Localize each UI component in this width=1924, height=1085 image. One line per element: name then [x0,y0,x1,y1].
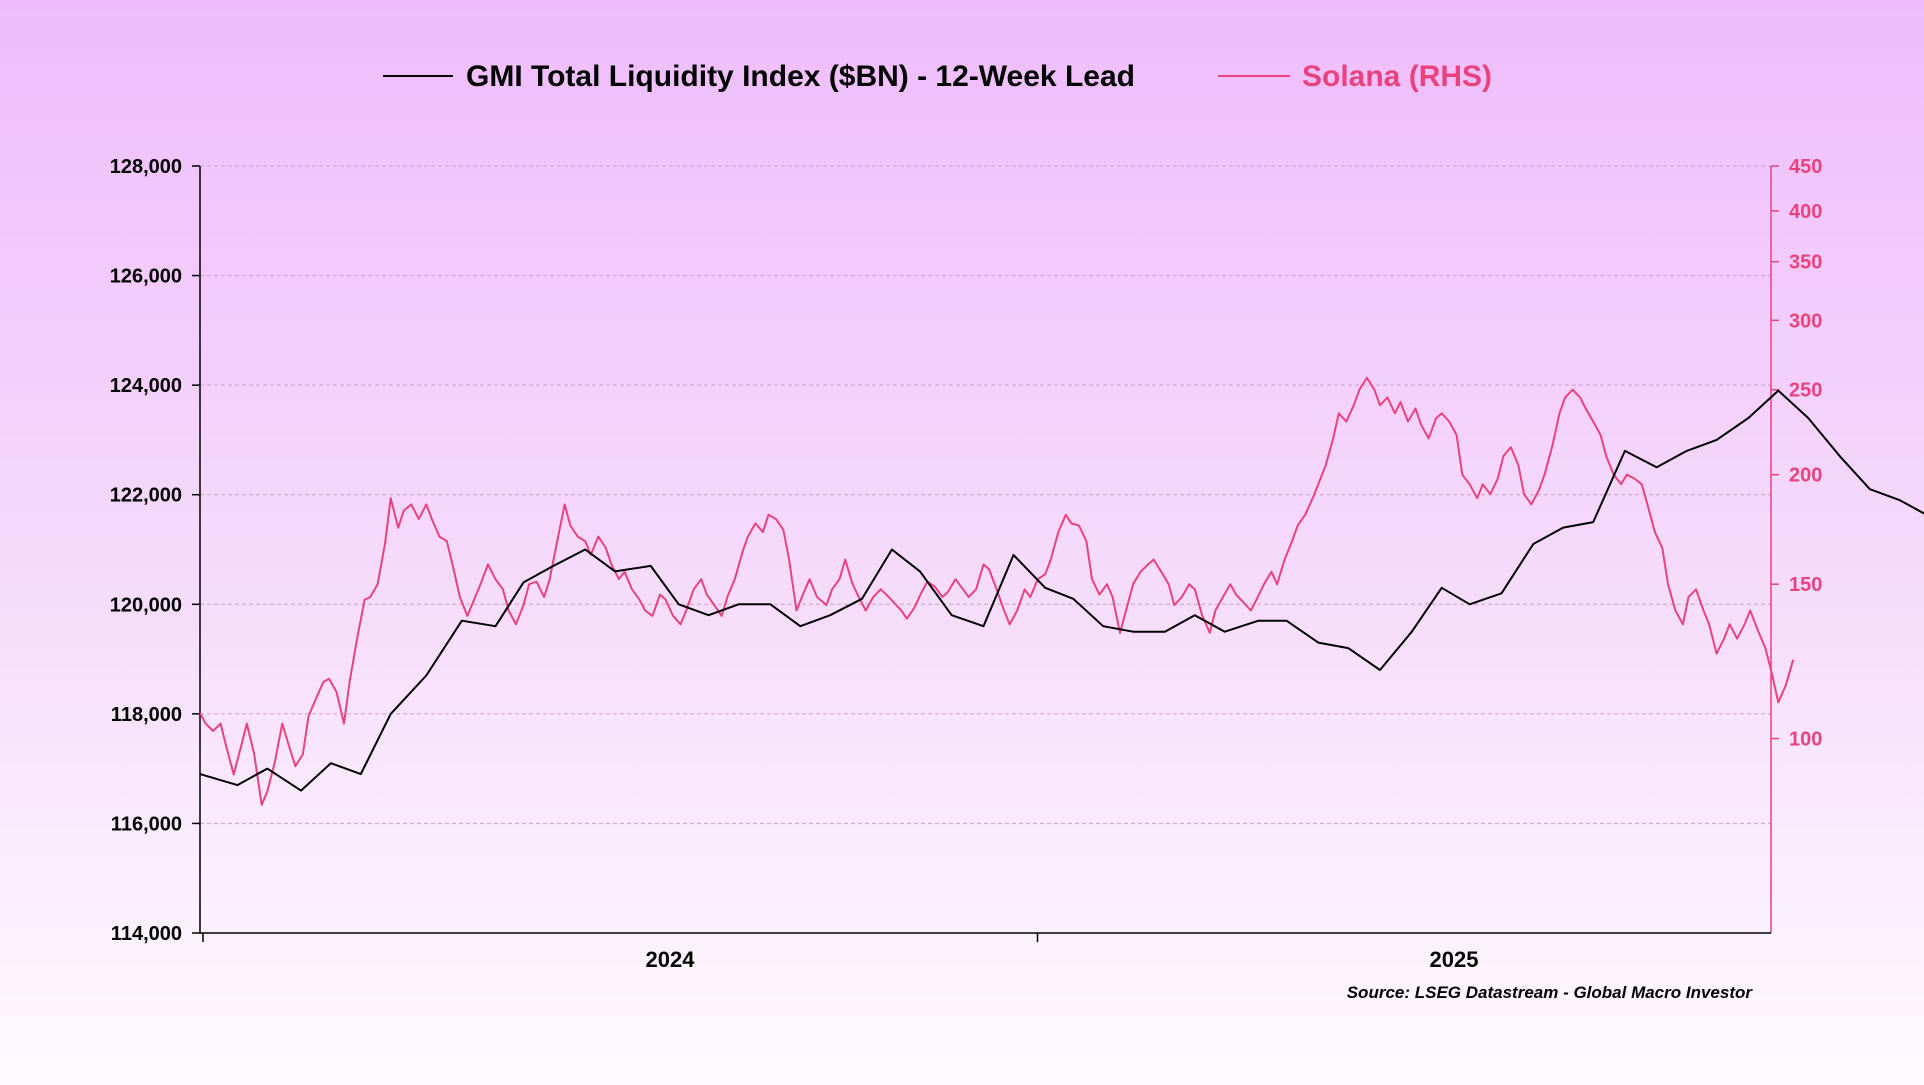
legend-label-solana: Solana (RHS) [1302,60,1492,93]
right-tick-label: 150 [1789,574,1822,596]
x-axis-ticks: 2024 2025 [202,933,1479,972]
left-tick-label: 128,000 [110,156,182,178]
right-tick-label: 400 [1789,201,1822,223]
source-note: Source: LSEG Datastream - Global Macro I… [1347,983,1754,1002]
left-tick-label: 122,000 [110,485,182,507]
grid-lines [200,165,1771,824]
x-tick-label: 2024 [646,947,696,972]
right-axis-ticks: 100 150 200 250 300 350 400 450 [1771,156,1822,751]
series-line-solana [199,376,1795,806]
left-tick-label: 126,000 [110,266,182,288]
right-tick-label: 350 [1789,252,1822,274]
legend: GMI Total Liquidity Index ($BN) - 12-Wee… [383,60,1492,93]
right-tick-label: 450 [1789,156,1822,178]
right-tick-label: 300 [1789,310,1822,332]
x-tick-label: 2025 [1430,947,1479,972]
left-tick-label: 124,000 [110,375,182,397]
right-tick-label: 100 [1789,729,1822,751]
right-tick-label: 200 [1789,465,1822,487]
left-tick-label: 114,000 [111,923,182,945]
axes [199,166,1772,934]
legend-label-liquidity: GMI Total Liquidity Index ($BN) - 12-Wee… [466,60,1135,93]
right-tick-label: 250 [1789,380,1822,402]
series-layer [199,376,1924,806]
left-tick-label: 116,000 [111,813,182,835]
series-line-liquidity [199,389,1924,792]
left-tick-label: 118,000 [111,704,182,726]
left-tick-label: 120,000 [110,594,182,616]
left-axis-ticks: 114,000 116,000 118,000 120,000 122,000 124,0… [110,156,200,945]
